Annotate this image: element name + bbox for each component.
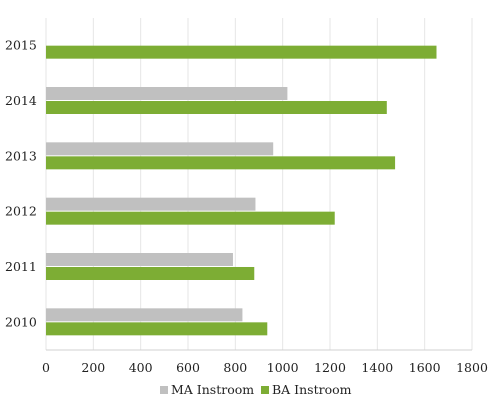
legend-swatch (261, 386, 269, 394)
legend-swatch (160, 386, 168, 394)
bar-ba-instroom-2013 (46, 156, 396, 170)
x-tick-label: 1400 (361, 360, 393, 375)
legend: MA Instroom BA Instroom (160, 382, 352, 397)
bar-ba-instroom-2012 (46, 211, 335, 225)
bar-ba-instroom-2011 (46, 267, 255, 280)
x-axis-labels: 0 200 400 600 800 1000 1200 1400 1600 1800 (42, 360, 488, 375)
x-tick-label: 0 (42, 360, 50, 375)
x-tick-label: 1600 (409, 360, 441, 375)
bar-ba-instroom-2015 (46, 45, 437, 59)
x-tick-label: 800 (223, 360, 247, 375)
bar-ba-instroom-2010 (46, 322, 268, 336)
y-axis-labels: 2015 2014 2013 2012 2011 2010 (5, 38, 37, 330)
x-tick-label: 1800 (456, 360, 488, 375)
y-category-label: 2014 (5, 93, 37, 108)
y-category-label: 2010 (5, 314, 37, 329)
gridlines (45, 18, 473, 351)
legend-label: BA Instroom (272, 382, 352, 397)
bar-ma-instroom-2013 (46, 142, 274, 156)
x-tick-label: 600 (176, 360, 200, 375)
y-category-label: 2013 (5, 148, 37, 163)
x-tick-label: 400 (129, 360, 153, 375)
x-tick-label: 1000 (267, 360, 299, 375)
bar-ma-instroom-2010 (46, 308, 243, 322)
bars (46, 45, 437, 336)
y-category-label: 2011 (5, 259, 37, 274)
legend-label: MA Instroom (171, 382, 254, 397)
x-tick-label: 1200 (314, 360, 346, 375)
bar-ba-instroom-2014 (46, 101, 387, 114)
x-tick-label: 200 (81, 360, 105, 375)
y-category-label: 2015 (5, 38, 37, 53)
bar-ma-instroom-2011 (46, 253, 233, 266)
bar-ma-instroom-2012 (46, 197, 256, 211)
bar-ma-instroom-2014 (46, 87, 288, 100)
y-category-label: 2012 (5, 204, 37, 219)
